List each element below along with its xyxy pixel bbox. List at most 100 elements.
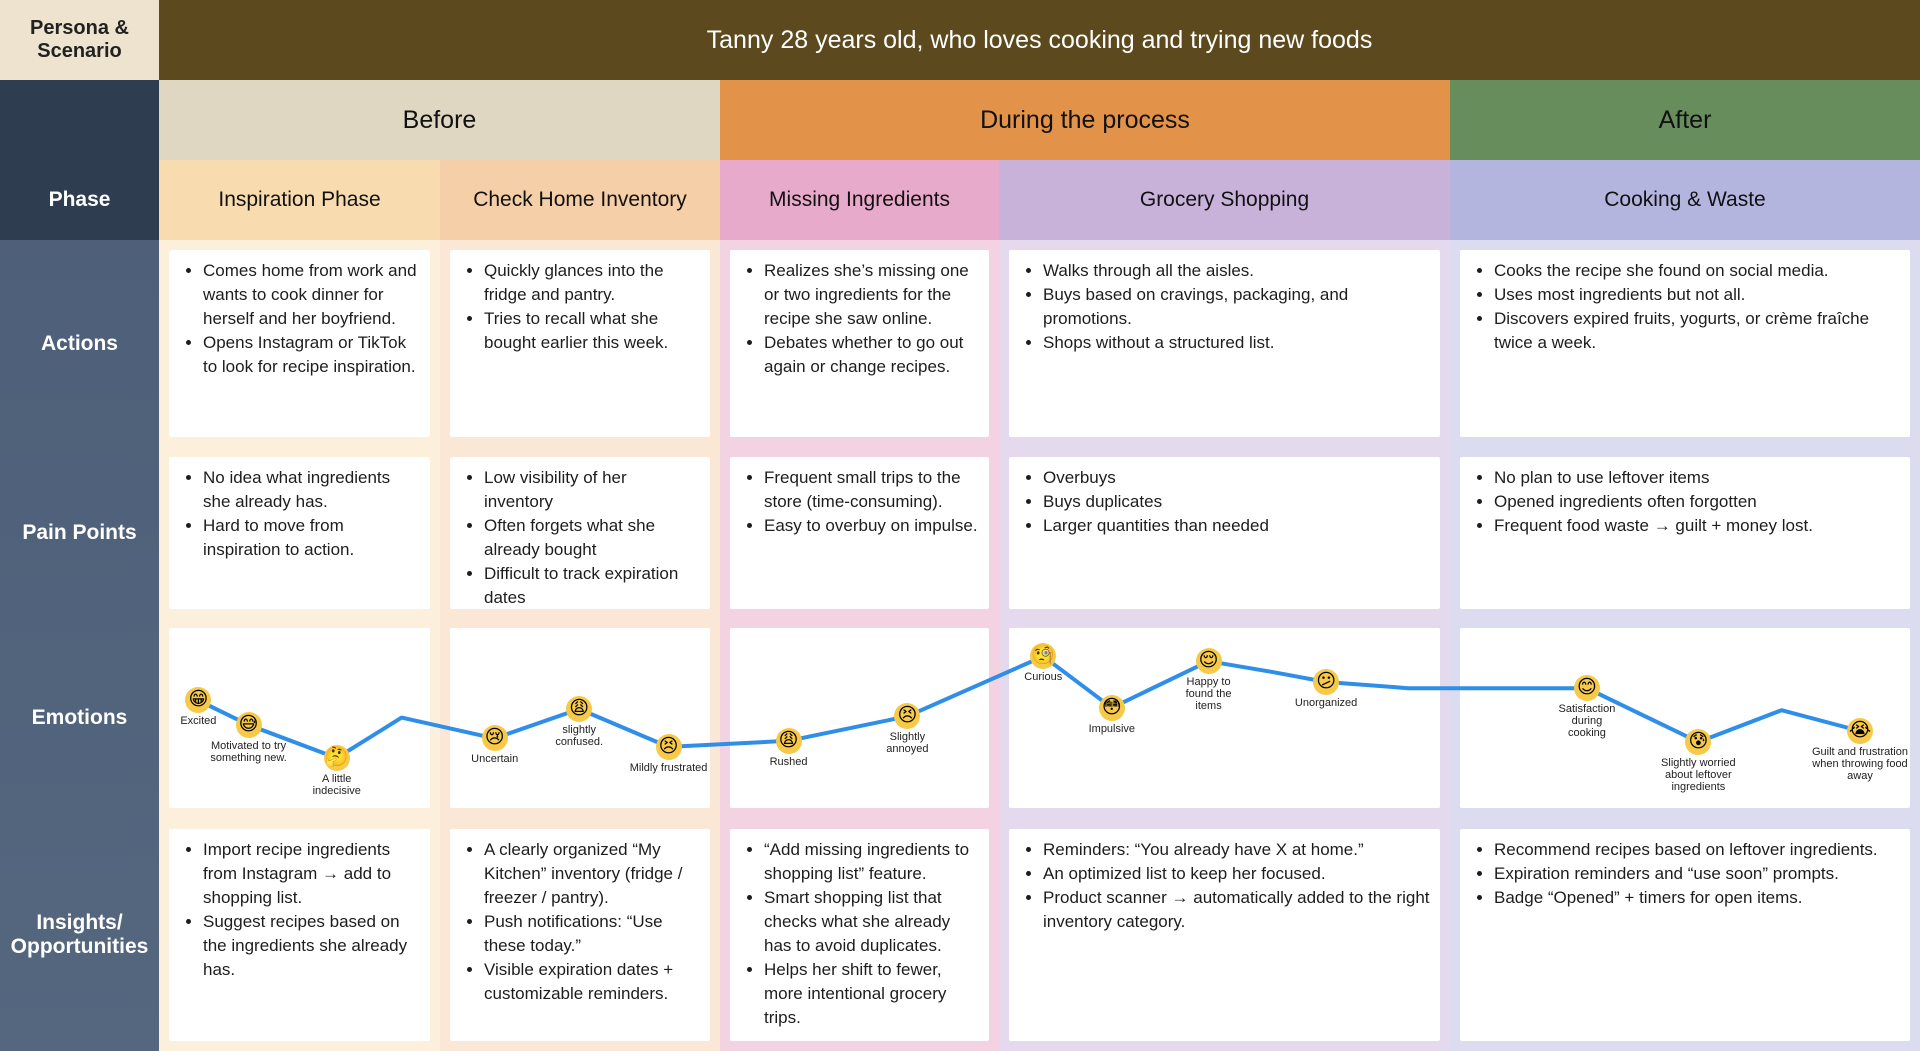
emoji: 😳	[1098, 694, 1125, 721]
phase-header: Check Home Inventory	[440, 160, 720, 240]
emotion-label: Excited	[180, 715, 217, 728]
emoji: 😢	[481, 725, 508, 752]
emoji: 😰	[1685, 729, 1712, 756]
card: Realizes she’s missing one or two ingred…	[730, 250, 989, 437]
emotion-card	[1009, 628, 1440, 808]
emotion-label: Unorganized	[1294, 697, 1358, 710]
bullet-list: Low visibility of her inventoryOften for…	[456, 466, 700, 610]
bullet-item: Larger quantities than needed	[1043, 514, 1430, 538]
bullet-list: Import recipe ingredients from Instagram…	[175, 838, 420, 982]
bullet-item: Easy to overbuy on impulse.	[764, 514, 979, 538]
phase-header: Cooking & Waste	[1450, 160, 1920, 240]
emotion-label: Mildly frustrated	[629, 761, 708, 774]
bullet-item: A clearly organized “My Kitchen” invento…	[484, 838, 700, 910]
card: Walks through all the aisles.Buys based …	[1009, 250, 1440, 437]
emoji: 😣	[655, 733, 682, 760]
emoji: 🧐	[1030, 643, 1057, 670]
bullet-item: Buys duplicates	[1043, 490, 1430, 514]
row-label: Insights/ Opportunities	[10, 911, 149, 958]
bullet-list: No plan to use leftover itemsOpened ingr…	[1466, 466, 1900, 538]
emoji: 😣	[894, 703, 921, 730]
emoji: 🤔	[323, 744, 350, 771]
card: Recommend recipes based on leftover ingr…	[1460, 829, 1910, 1041]
bullet-item: Often forgets what she already bought	[484, 514, 700, 562]
bullet-list: Realizes she’s missing one or two ingred…	[736, 259, 979, 379]
card: Low visibility of her inventoryOften for…	[450, 457, 710, 609]
left-header-bg	[0, 80, 159, 240]
bullet-item: Frequent small trips to the store (time-…	[764, 466, 979, 514]
card: “Add missing ingredients to shopping lis…	[730, 829, 989, 1041]
bullet-item: Walks through all the aisles.	[1043, 259, 1430, 283]
card: A clearly organized “My Kitchen” invento…	[450, 829, 710, 1041]
bullet-item: No plan to use leftover items	[1494, 466, 1900, 490]
card: Frequent small trips to the store (time-…	[730, 457, 989, 609]
emoji: 😌	[1195, 648, 1222, 675]
bullet-item: Quickly glances into the fridge and pant…	[484, 259, 700, 307]
stage-header: During the process	[720, 80, 1450, 160]
row-label: Emotions	[31, 706, 128, 729]
stage-header: After	[1450, 80, 1920, 160]
emotion-label: Guilt and frustration when throwing food…	[1811, 746, 1908, 783]
emotion-label: A little indecisive	[312, 772, 361, 797]
bullet-item: Debates whether to go out again or chang…	[764, 331, 979, 379]
phase-header: Inspiration Phase	[159, 160, 440, 240]
phase-header: Missing Ingredients	[720, 160, 999, 240]
row-label: Actions	[40, 331, 118, 355]
corner-label: Persona & Scenario	[0, 0, 159, 80]
card: Quickly glances into the fridge and pant…	[450, 250, 710, 437]
bullet-list: Walks through all the aisles.Buys based …	[1015, 259, 1430, 355]
bullet-item: Expiration reminders and “use soon” prom…	[1494, 862, 1900, 886]
bullet-item: No idea what ingredients she already has…	[203, 466, 420, 514]
card: No plan to use leftover itemsOpened ingr…	[1460, 457, 1910, 609]
bullet-list: “Add missing ingredients to shopping lis…	[736, 838, 979, 1030]
card: Import recipe ingredients from Instagram…	[169, 829, 430, 1041]
bullet-list: Frequent small trips to the store (time-…	[736, 466, 979, 538]
bullet-item: Reminders: “You already have X at home.”	[1043, 838, 1430, 862]
bullet-item: Shops without a structured list.	[1043, 331, 1430, 355]
title: Tanny 28 years old, who loves cooking an…	[159, 0, 1920, 80]
bullet-item: Suggest recipes based on the ingredients…	[203, 910, 420, 982]
row-label: Pain Points	[22, 521, 137, 544]
bullet-item: “Add missing ingredients to shopping lis…	[764, 838, 979, 886]
bullet-list: Comes home from work and wants to cook d…	[175, 259, 420, 379]
bullet-list: Reminders: “You already have X at home.”…	[1015, 838, 1430, 934]
bullet-item: An optimized list to keep her focused.	[1043, 862, 1430, 886]
emotion-label: Rushed	[769, 755, 808, 768]
emoji: 😊	[1573, 675, 1600, 702]
bullet-item: Overbuys	[1043, 466, 1430, 490]
bullet-item: Cooks the recipe she found on social med…	[1494, 259, 1900, 283]
bullet-list: OverbuysBuys duplicatesLarger quantities…	[1015, 466, 1430, 538]
emoji: 😕	[1313, 669, 1340, 696]
emotion-label: slightly confused.	[555, 723, 604, 748]
card: No idea what ingredients she already has…	[169, 457, 430, 609]
bullet-item: Opened ingredients often forgotten	[1494, 490, 1900, 514]
bullet-item: Import recipe ingredients from Instagram…	[203, 838, 420, 910]
bullet-item: Uses most ingredients but not all.	[1494, 283, 1900, 307]
bullet-item: Realizes she’s missing one or two ingred…	[764, 259, 979, 331]
bullet-list: Recommend recipes based on leftover ingr…	[1466, 838, 1900, 910]
bullet-list: Cooks the recipe she found on social med…	[1466, 259, 1900, 355]
emotion-label: Curious	[1024, 671, 1063, 684]
stage-header: Before	[159, 80, 720, 160]
emotion-label: Slightly worried about leftover ingredie…	[1661, 757, 1736, 794]
bullet-list: No idea what ingredients she already has…	[175, 466, 420, 562]
bullet-item: Low visibility of her inventory	[484, 466, 700, 514]
bullet-list: Quickly glances into the fridge and pant…	[456, 259, 700, 355]
bullet-list: A clearly organized “My Kitchen” invento…	[456, 838, 700, 1006]
bullet-item: Discovers expired fruits, yogurts, or cr…	[1494, 307, 1900, 355]
emotion-label: Satisfaction during cooking	[1558, 703, 1616, 740]
bullet-item: Opens Instagram or TikTok to look for re…	[203, 331, 420, 379]
bullet-item: Difficult to track expiration dates	[484, 562, 700, 610]
emoji: 😁	[185, 687, 212, 714]
emotion-label: Happy to found the items	[1185, 676, 1232, 713]
bullet-item: Smart shopping list that checks what she…	[764, 886, 979, 958]
bullet-item: Helps her shift to fewer, more intention…	[764, 958, 979, 1030]
emotion-label: Uncertain	[471, 753, 519, 766]
card: Cooks the recipe she found on social med…	[1460, 250, 1910, 437]
bullet-item: Push notifications: “Use these today.”	[484, 910, 700, 958]
bullet-item: Product scanner → automatically added to…	[1043, 886, 1430, 934]
card: Comes home from work and wants to cook d…	[169, 250, 430, 437]
bullet-item: Buys based on cravings, packaging, and p…	[1043, 283, 1430, 331]
emoji: 😅	[235, 711, 262, 738]
